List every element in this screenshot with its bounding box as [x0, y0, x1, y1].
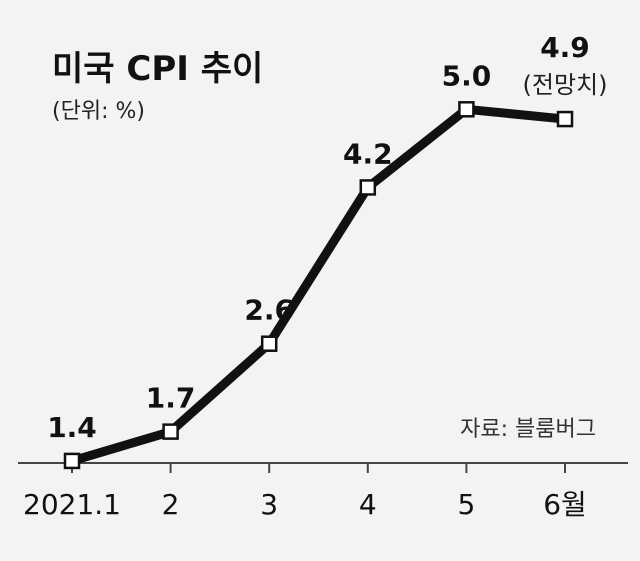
data-point-marker — [458, 101, 475, 118]
data-label: 2.6 — [244, 294, 294, 327]
x-tick-label: 2021.1 — [23, 488, 121, 521]
data-point-marker — [63, 452, 81, 470]
chart-source: 자료: 블룸버그 — [460, 417, 596, 442]
x-axis-ticks — [71, 463, 566, 473]
chart-unit-subtitle: (단위: %) — [52, 99, 145, 124]
data-point-marker — [162, 423, 179, 440]
x-tick-label: 5 — [457, 488, 475, 521]
series-line-group — [67, 104, 570, 466]
data-label: 1.4 — [47, 411, 97, 444]
series-markers — [63, 101, 574, 470]
chart-title: 미국 CPI 추이 — [52, 49, 263, 89]
x-tick-label: 6월 — [543, 488, 587, 521]
data-label: 5.0 — [442, 59, 492, 92]
data-label: 4.2 — [343, 137, 393, 170]
data-point-marker — [556, 110, 574, 128]
data-point-marker — [260, 335, 278, 352]
x-tick-label: 4 — [359, 488, 377, 521]
data-point-marker — [359, 179, 377, 196]
cpi-series-line — [67, 104, 570, 466]
data-label: 1.7 — [146, 382, 196, 415]
x-tick-label: 2 — [162, 488, 180, 521]
x-tick-label: 3 — [260, 488, 278, 521]
data-label: 4.9 — [540, 31, 590, 64]
x-axis-labels: 2021.1 2 3 4 5 6월 — [23, 488, 587, 521]
forecast-annotation: (전망치) — [523, 71, 608, 99]
data-labels: 1.4 1.7 2.6 4.2 5.0 4.9 (전망치) — [47, 31, 607, 444]
